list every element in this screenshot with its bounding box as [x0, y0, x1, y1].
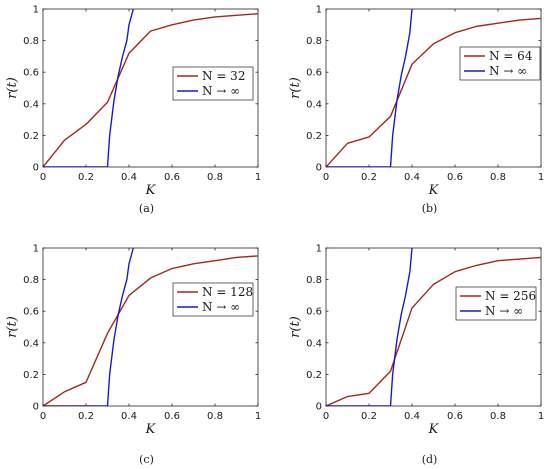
y-tick-label: 0.6: [23, 68, 39, 79]
series-line-finite-n: [43, 255, 258, 406]
panel-c: 0 0.2 0.4 0.6 0.8 1 0 0.2 0.4 0.6 0.8 1 Kr(t) N = 128…: [5, 244, 261, 467]
x-tick-label: 0.2: [361, 411, 377, 422]
legend-entry: N = 256: [485, 289, 536, 303]
x-tick-label: 0: [40, 172, 46, 183]
y-tick-label: 0: [316, 163, 322, 174]
y-axis-label: r(t): [5, 316, 20, 338]
y-tick-label: 0: [33, 402, 39, 413]
legend-entry: N = 32: [202, 69, 245, 83]
x-tick-label: 1: [255, 172, 261, 183]
y-tick-label: 0: [316, 402, 322, 413]
y-tick-label: 1: [316, 5, 322, 16]
x-tick-label: 0.8: [207, 172, 223, 183]
x-axis-label: K: [145, 422, 157, 437]
x-tick-label: 1: [538, 411, 544, 422]
x-axis-label: K: [428, 183, 440, 198]
legend-box: [455, 286, 537, 321]
x-tick-label: 0.8: [490, 172, 506, 183]
x-axis-label: K: [428, 422, 440, 437]
x-tick-label: 0.6: [447, 172, 463, 183]
x-tick-label: 0.8: [490, 411, 506, 422]
plot-area: [325, 8, 542, 168]
y-tick-label: 0.8: [23, 275, 39, 286]
legend-entry: N → ∞: [489, 64, 527, 78]
legend-box: [459, 46, 541, 81]
series-line-finite-n: [326, 17, 541, 167]
x-tick-label: 0.2: [361, 172, 377, 183]
y-tick-label: 0.2: [306, 131, 322, 142]
panel-caption: (a): [139, 202, 154, 215]
legend-entry: N → ∞: [202, 300, 240, 314]
y-tick-label: 1: [33, 244, 39, 255]
x-tick-label: 0.4: [404, 172, 420, 183]
y-tick-label: 0.8: [306, 36, 322, 47]
x-tick-label: 0.6: [447, 411, 463, 422]
panel-caption: (b): [422, 202, 438, 215]
legend-entry: N = 128: [202, 285, 253, 299]
plot-area: [325, 247, 542, 407]
legend: N = 32N → ∞: [172, 66, 254, 101]
series-line-infinite-n: [326, 9, 413, 167]
x-tick-label: 1: [538, 172, 544, 183]
y-tick-label: 0.4: [306, 99, 322, 110]
legend-box: [172, 66, 254, 101]
y-axis-label: r(t): [5, 77, 20, 99]
x-tick-label: 0: [40, 411, 46, 422]
y-tick-label: 0.4: [306, 338, 322, 349]
x-tick-label: 0.6: [164, 411, 180, 422]
y-tick-label: 0.2: [306, 370, 322, 381]
x-tick-label: 0.4: [404, 411, 420, 422]
y-axis-label: r(t): [288, 316, 303, 338]
panel-caption: (d): [422, 453, 438, 466]
x-tick-label: 0.2: [78, 411, 94, 422]
y-tick-label: 0.4: [23, 99, 39, 110]
series-line-infinite-n: [326, 248, 413, 406]
x-tick-label: 0.4: [121, 411, 137, 422]
legend-entry: N → ∞: [485, 304, 523, 318]
x-tick-label: 0: [323, 172, 329, 183]
x-tick-label: 0.2: [78, 172, 94, 183]
panel-a: 0 0.2 0.4 0.6 0.8 1 0 0.2 0.4 0.6 0.8 1 Kr(t) N = 32N…: [5, 5, 261, 216]
y-tick-label: 0.6: [23, 307, 39, 318]
legend: N = 64N → ∞: [459, 46, 541, 81]
x-tick-label: 0.6: [164, 172, 180, 183]
y-tick-label: 0.8: [23, 36, 39, 47]
y-tick-label: 0.8: [306, 275, 322, 286]
legend-entry: N = 64: [489, 49, 533, 63]
series-line-infinite-n: [43, 9, 134, 167]
y-tick-label: 0.2: [23, 131, 39, 142]
y-tick-label: 0.6: [306, 307, 322, 318]
series-line-infinite-n: [43, 248, 134, 406]
x-tick-label: 0: [323, 411, 329, 422]
y-tick-label: 0.6: [306, 68, 322, 79]
panel-d: 0 0.2 0.4 0.6 0.8 1 0 0.2 0.4 0.6 0.8 1 Kr(t) N = 256…: [288, 244, 544, 467]
legend-box: [172, 282, 254, 317]
y-tick-label: 0.4: [23, 338, 39, 349]
y-tick-label: 1: [33, 5, 39, 16]
plot-area: [42, 247, 259, 407]
x-axis-label: K: [145, 183, 157, 198]
series-line-finite-n: [326, 256, 541, 406]
y-tick-label: 0: [33, 163, 39, 174]
x-tick-label: 1: [255, 411, 261, 422]
series-line-finite-n: [43, 13, 258, 167]
y-tick-label: 1: [316, 244, 322, 255]
panel-b: 0 0.2 0.4 0.6 0.8 1 0 0.2 0.4 0.6 0.8 1 Kr(t) N = 64N…: [288, 5, 544, 216]
y-tick-label: 0.2: [23, 370, 39, 381]
x-tick-label: 0.8: [207, 411, 223, 422]
legend-entry: N → ∞: [202, 84, 240, 98]
panel-caption: (c): [139, 453, 154, 466]
x-tick-label: 0.4: [121, 172, 137, 183]
y-axis-label: r(t): [288, 77, 303, 99]
